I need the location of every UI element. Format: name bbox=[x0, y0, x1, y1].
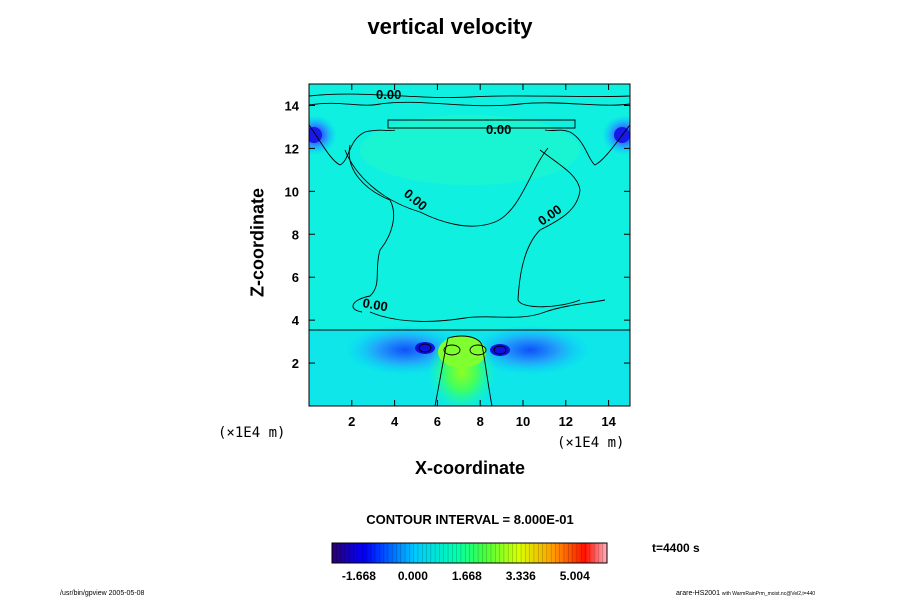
contour-top-2 bbox=[309, 101, 630, 107]
contour-mid bbox=[369, 299, 606, 322]
colorbar-tick-label-4: 5.004 bbox=[560, 569, 590, 583]
x-unit-label-right: (×1E4 m) bbox=[557, 435, 625, 451]
y-tick-label-0: 2 bbox=[292, 356, 299, 371]
time-label: t=4400 s bbox=[652, 541, 700, 555]
contour-updraft-core-left bbox=[443, 344, 461, 356]
contour-right-arm bbox=[517, 149, 581, 308]
downdraft-upper-left-shade bbox=[309, 115, 337, 155]
colorbar-ticks: -1.668 0.000 1.668 3.336 5.004 bbox=[342, 569, 590, 583]
contour-updraft-core-right bbox=[469, 344, 487, 356]
footer-right: arare-HS2001 with WarmRainPrm_moist.nc@V… bbox=[676, 590, 815, 597]
x-tick-label-0: 2 bbox=[348, 414, 355, 429]
x-tick-label-4: 10 bbox=[516, 414, 530, 429]
y-tick-label-2: 6 bbox=[292, 270, 299, 285]
downdraft-right-shade bbox=[470, 325, 590, 375]
contour-downdraft-left bbox=[418, 343, 432, 353]
contour-band bbox=[387, 119, 576, 129]
x-tick-label-6: 14 bbox=[601, 414, 616, 429]
x-axis: 2 4 6 8 10 12 14 bbox=[348, 84, 617, 429]
y-axis-label: Z-coordinate bbox=[247, 188, 268, 298]
contour-label-5: 0.00 bbox=[361, 295, 389, 314]
colorbar-lines bbox=[336, 543, 603, 563]
footer-right-main: arare-HS2001 bbox=[676, 590, 720, 597]
upper-green-layer bbox=[360, 115, 580, 185]
x-tick-label-2: 6 bbox=[434, 414, 441, 429]
downdraft-right-core bbox=[490, 344, 510, 356]
y-tick-label-1: 4 bbox=[292, 313, 300, 328]
colorbar-tick-label-3: 3.336 bbox=[506, 569, 536, 583]
x-unit-label-left: (×1E4 m) bbox=[218, 425, 286, 441]
colorbar-tick-label-1: 0.000 bbox=[398, 569, 428, 583]
colorbar-tick-label-2: 1.668 bbox=[452, 569, 482, 583]
velocity-field bbox=[309, 84, 630, 406]
contour-upper-right bbox=[544, 124, 630, 166]
contour-label-2: 0.00 bbox=[486, 122, 511, 137]
contour-label-1: 0.00 bbox=[376, 87, 401, 102]
contour-downdraft-right bbox=[493, 345, 507, 355]
contour-interval: CONTOUR INTERVAL = 8.000E-01 bbox=[366, 512, 574, 527]
contour-upper-left bbox=[309, 124, 396, 166]
y-tick-label-6: 14 bbox=[285, 98, 300, 113]
x-axis-label: X-coordinate bbox=[414, 458, 525, 478]
contour-top-1 bbox=[309, 93, 630, 99]
y-tick-label-3: 8 bbox=[292, 227, 299, 242]
footer-right-small: with WarmRainPrm_moist.nc@Vel2,t=440 bbox=[721, 591, 816, 597]
contour-updraft-outline bbox=[434, 335, 493, 406]
footer-left: /usr/bin/gpview 2005-05-08 bbox=[60, 590, 145, 597]
x-tick-label-3: 8 bbox=[477, 414, 484, 429]
contour-left-arm bbox=[348, 144, 394, 313]
updraft-core bbox=[438, 336, 486, 368]
contour-lines bbox=[309, 93, 630, 406]
x-tick-label-5: 12 bbox=[559, 414, 573, 429]
y-axis: 2 4 6 8 10 12 14 bbox=[285, 98, 630, 371]
contour-upper-trough bbox=[344, 147, 549, 227]
y-tick-label-4: 10 bbox=[285, 184, 299, 199]
x-tick-label-1: 4 bbox=[391, 414, 399, 429]
y-tick-label-5: 12 bbox=[285, 141, 299, 156]
chart-title: vertical velocity bbox=[367, 14, 533, 39]
downdraft-left-core bbox=[415, 342, 435, 354]
colorbar-tick-label-0: -1.668 bbox=[342, 569, 376, 583]
plot-frame bbox=[308, 83, 631, 407]
